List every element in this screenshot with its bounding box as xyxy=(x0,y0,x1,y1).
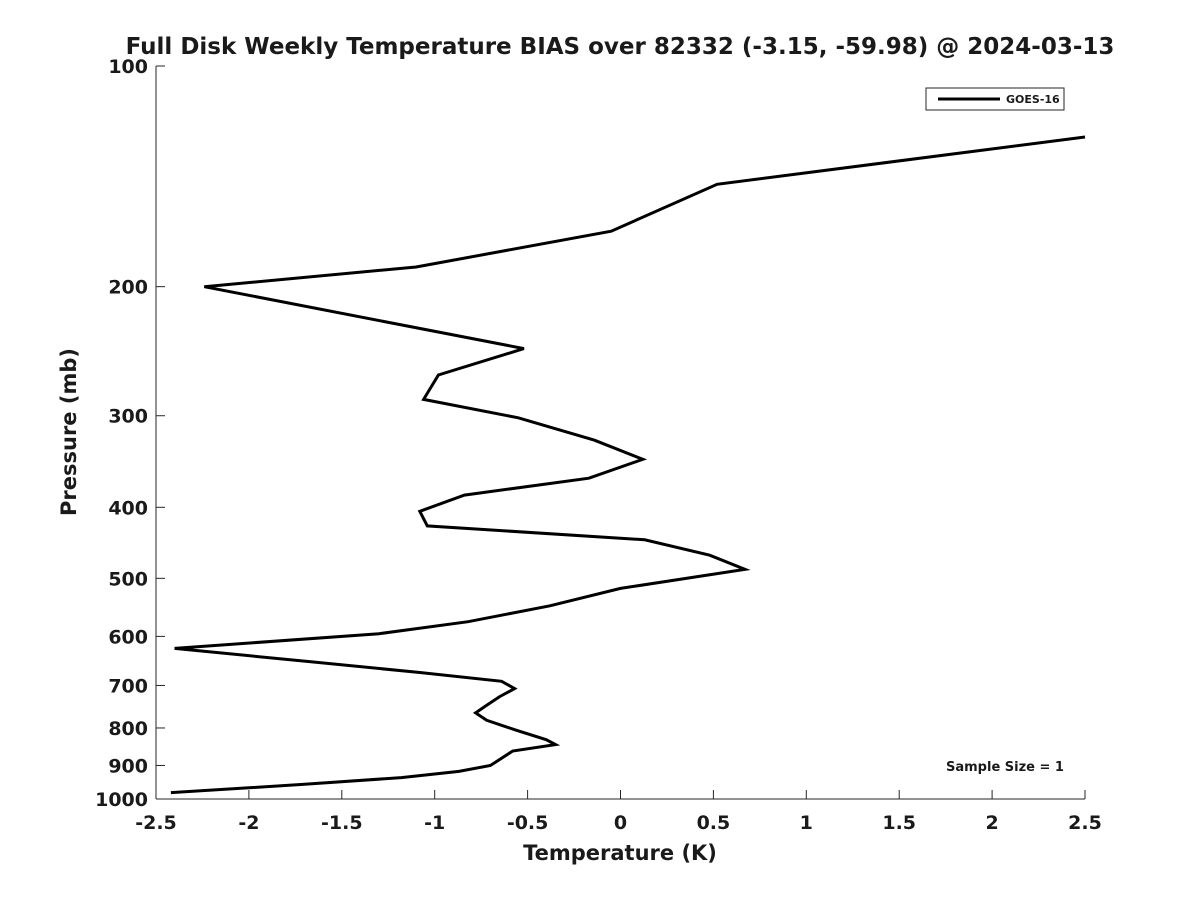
y-tick-label: 900 xyxy=(108,755,148,777)
x-tick-label: -2 xyxy=(238,812,259,834)
x-tick-label: 2 xyxy=(985,812,998,834)
y-axis-label: Pressure (mb) xyxy=(57,348,81,516)
x-axis-label: Temperature (K) xyxy=(523,841,717,865)
x-tick-label: 1 xyxy=(800,812,813,834)
y-tick-label: 300 xyxy=(108,406,148,428)
y-tick-label: 600 xyxy=(108,626,148,648)
x-tick-label: 2.5 xyxy=(1068,812,1102,834)
y-tick-label: 200 xyxy=(108,277,148,299)
x-tick-label: 0 xyxy=(614,812,627,834)
y-axis-ticks: 100 200 300 400 500 600 700 800 900 1000 xyxy=(95,56,165,811)
sample-size-annotation: Sample Size = 1 xyxy=(946,760,1064,775)
y-tick-label: 800 xyxy=(108,718,148,740)
chart-title: Full Disk Weekly Temperature BIAS over 8… xyxy=(126,34,1115,60)
y-tick-label: 1000 xyxy=(95,789,148,811)
legend: GOES-16 xyxy=(925,87,1065,111)
x-tick-label: -0.5 xyxy=(507,812,549,834)
x-tick-label: 0.5 xyxy=(697,812,731,834)
y-tick-label: 100 xyxy=(108,56,148,78)
x-tick-label: -1 xyxy=(424,812,445,834)
x-tick-label: -1.5 xyxy=(321,812,363,834)
y-tick-label: 500 xyxy=(108,568,148,590)
y-tick-label: 700 xyxy=(108,675,148,697)
x-axis-ticks: -2.5 -2 -1.5 -1 -0.5 0 0.5 1 1.5 2 2.5 xyxy=(135,790,1102,834)
x-tick-label: 1.5 xyxy=(882,812,916,834)
legend-label-goes16: GOES-16 xyxy=(1006,93,1060,106)
x-tick-label: -2.5 xyxy=(135,812,177,834)
y-tick-label: 400 xyxy=(108,497,148,519)
series-line-goes16 xyxy=(170,135,1086,795)
